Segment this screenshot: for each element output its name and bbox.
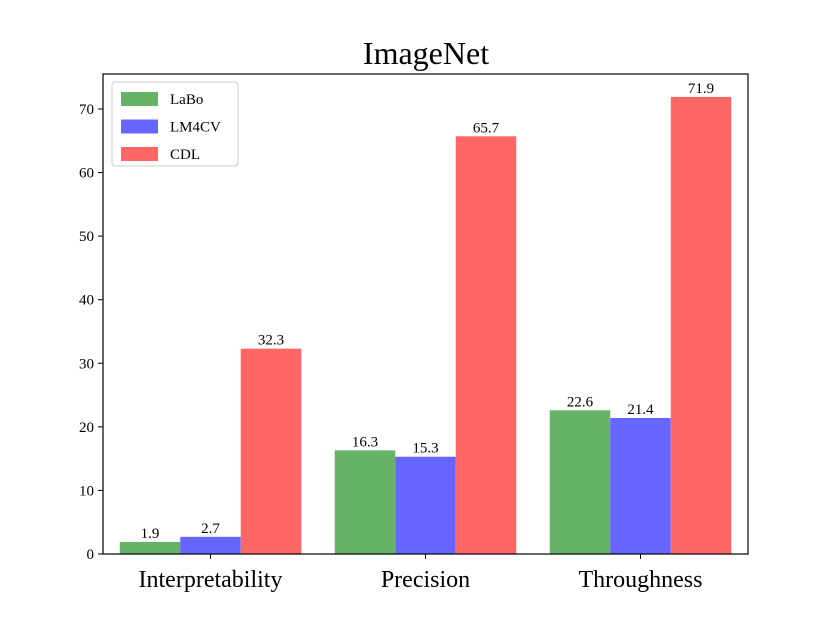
- bar-lm4cv-interpretability: [180, 536, 241, 554]
- value-label: 22.6: [567, 394, 594, 410]
- bar-labo-precision: [334, 450, 396, 554]
- x-tick-label: Throughness: [579, 567, 703, 593]
- value-labels-layer: 1.9 2.7 32.3 16.3 15.3 65.7 22.6 21.4 71.9: [141, 81, 715, 542]
- value-label: 32.3: [258, 333, 284, 349]
- bars-layer: [119, 96, 732, 555]
- bar-cdl-interpretability: [240, 348, 302, 554]
- y-tick-label: 50: [79, 229, 94, 245]
- y-tick-label: 20: [79, 420, 94, 436]
- legend-label-lm4cv: LM4CV: [170, 120, 221, 136]
- bar-cdl-precision: [455, 136, 517, 555]
- bar-labo-interpretability: [119, 541, 181, 554]
- x-tick-label: Interpretability: [139, 567, 283, 593]
- y-tick-label: 0: [87, 547, 95, 563]
- plot-frame: [102, 73, 749, 555]
- value-label: 16.3: [352, 434, 378, 450]
- bar-lm4cv-precision: [395, 456, 456, 554]
- legend: LaBo LM4CV CDL: [111, 81, 239, 167]
- legend-swatch-lm4cv: [121, 119, 158, 134]
- y-tick-label: 10: [79, 483, 94, 499]
- axes-layer: Interpretability Precision Throughness 0 10 2…: [79, 73, 749, 593]
- value-label: 21.4: [627, 402, 654, 418]
- bar-labo-throughness: [549, 410, 611, 554]
- value-label: 2.7: [201, 521, 220, 537]
- value-label: 1.9: [141, 526, 160, 542]
- legend-label-cdl: CDL: [170, 147, 200, 163]
- y-tick-label: 60: [79, 166, 94, 182]
- value-label: 65.7: [473, 120, 500, 136]
- chart-title: ImageNet: [363, 35, 489, 71]
- bar-cdl-throughness: [670, 96, 732, 554]
- legend-swatch-labo: [121, 92, 158, 106]
- y-tick-label: 30: [79, 356, 94, 372]
- value-label: 15.3: [412, 441, 438, 457]
- x-tick-label: Precision: [381, 567, 470, 593]
- y-tick-label: 40: [79, 293, 94, 309]
- legend-swatch-cdl: [121, 147, 158, 161]
- legend-label-labo: LaBo: [170, 92, 203, 108]
- y-tick-label: 70: [79, 102, 94, 118]
- bar-lm4cv-throughness: [610, 417, 671, 554]
- value-label: 71.9: [688, 81, 714, 97]
